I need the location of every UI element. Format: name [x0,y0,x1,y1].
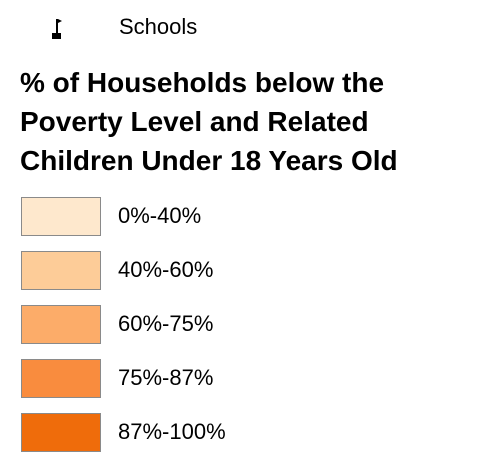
legend-class-label: 87%-100% [118,419,226,444]
legend-swatch [21,251,101,290]
legend-title-line-2: Poverty Level and Related [20,106,369,137]
school-flag-icon [52,19,62,39]
legend-title-line-1: % of Households below the [20,67,385,98]
legend-class-label: 75%-87% [118,365,214,390]
schools-label: Schools [119,14,198,39]
legend-swatch [21,197,101,236]
legend-swatch [21,359,101,398]
legend-class-label: 0%-40% [118,203,202,228]
legend-class-label: 60%-75% [118,311,214,336]
legend-swatch [21,305,101,344]
legend-title: % of Households below the Poverty Level … [20,63,490,180]
legend-title-line-3: Children Under 18 Years Old [20,145,398,176]
schools-legend-entry: Schools [49,12,197,42]
legend-swatch [21,413,101,452]
legend-class-label: 40%-60% [118,257,214,282]
